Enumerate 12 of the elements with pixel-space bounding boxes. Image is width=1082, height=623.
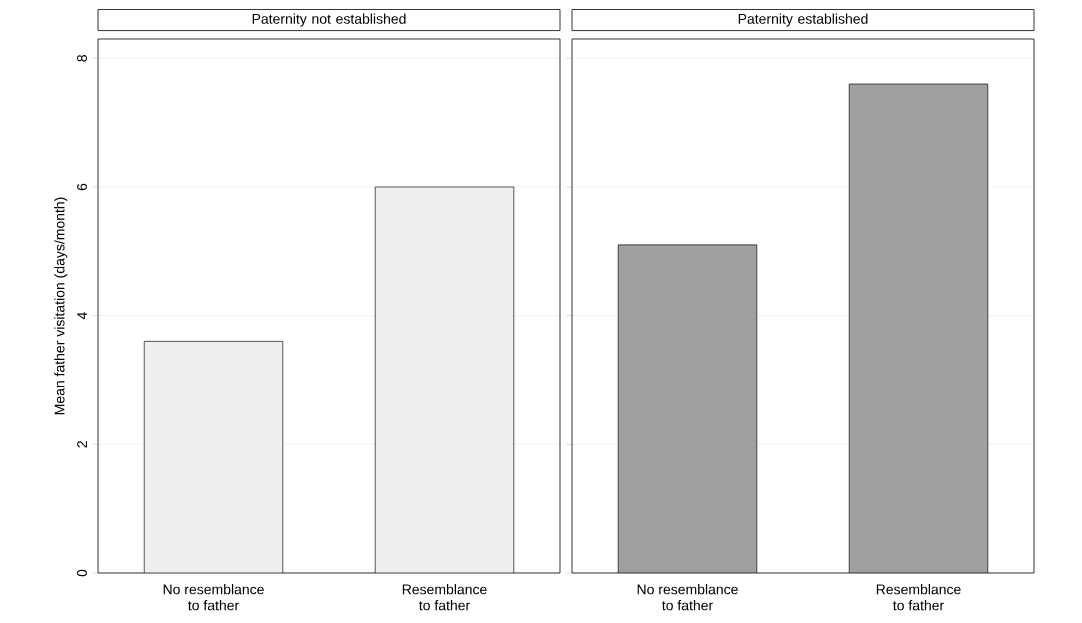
y-tick-label: 0 [77, 569, 87, 577]
y-tick-label: 2 [77, 441, 87, 448]
x-tick-label: No resemblance to father [637, 584, 738, 611]
y-tick-label: 6 [77, 183, 87, 191]
x-tick-label: No resemblance to father [163, 584, 264, 611]
x-tick-label: Resemblance to father [402, 584, 487, 611]
x-tick-label: Resemblance to father [876, 584, 961, 611]
y-tick-label: 4 [77, 312, 87, 320]
y-axis-title: Mean father visitation (days/month) [54, 197, 68, 415]
chart-title: Paternity not established [252, 13, 406, 27]
y-tick-label: 8 [77, 55, 87, 62]
chart-title: Paternity established [738, 13, 868, 27]
